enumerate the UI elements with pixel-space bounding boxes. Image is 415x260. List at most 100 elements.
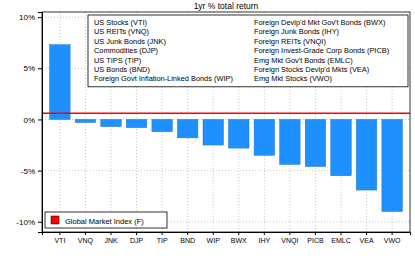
tick: VWO <box>384 232 401 244</box>
bar <box>280 119 300 164</box>
y-axis: -10% -5% 0% 5% 10% <box>16 13 42 233</box>
bar <box>356 119 376 190</box>
tick: JNK <box>104 232 118 244</box>
tick-label: EMLC <box>331 237 350 244</box>
tick-label: VTI <box>54 237 65 244</box>
tick: -5% <box>21 167 42 176</box>
bar <box>305 119 325 166</box>
plot-frame <box>42 12 410 232</box>
tick: IHY <box>258 232 270 244</box>
bar <box>382 119 402 211</box>
annotation-frame <box>88 15 408 87</box>
tick-mark <box>111 232 112 235</box>
tick: TIP <box>157 232 168 244</box>
annotation: Commodities (DJP) <box>94 46 158 55</box>
grid-line <box>42 170 410 171</box>
bar <box>229 119 249 148</box>
tick-label: JNK <box>104 237 118 244</box>
tick-label: BND <box>180 237 195 244</box>
tick-mark <box>392 232 393 235</box>
bar <box>177 119 197 137</box>
tick-mark <box>187 232 188 235</box>
plot: US Stocks (VTI)US REITs (VNQ)US Junk Bon… <box>16 12 410 245</box>
reference-line <box>42 113 410 115</box>
tick: PICB <box>307 232 324 244</box>
annotation: Foreign Junk Bonds (IHY) <box>254 27 339 36</box>
legend-label: Global Market Index (F) <box>65 217 144 226</box>
tick-mark <box>315 232 316 235</box>
tick-mark <box>366 232 367 235</box>
bar <box>50 45 70 120</box>
bar <box>331 119 351 175</box>
tick-label: VNQ <box>78 237 94 245</box>
bar <box>101 119 121 126</box>
tick: BWX <box>231 232 247 244</box>
tick-mark <box>59 232 60 235</box>
tick-mark <box>136 232 137 235</box>
tick-label: -10% <box>16 218 35 227</box>
tick-mark <box>85 232 86 235</box>
tick: BND <box>180 232 195 244</box>
title: 1yr % total return <box>194 1 259 11</box>
annotation: Foreign REITs (VNQI) <box>254 37 326 46</box>
tick-mark <box>238 232 239 235</box>
axis-line <box>43 233 411 236</box>
tick-mark <box>341 232 342 235</box>
grid <box>42 12 410 232</box>
tick-label: VNQI <box>281 237 298 245</box>
tick-label: VWO <box>384 237 401 244</box>
tick: VTI <box>54 232 65 244</box>
chart: US Stocks (VTI)US REITs (VNQ)US Junk Bon… <box>0 0 415 260</box>
tick-label: TIP <box>157 237 168 244</box>
tick: 10% <box>19 13 42 22</box>
tick-label: DJP <box>130 237 144 244</box>
tick-mark <box>38 17 42 18</box>
bar <box>75 119 95 122</box>
annotation: Foreign Stocks Devlp'd Mkts (VEA) <box>254 65 369 74</box>
bar <box>203 119 223 145</box>
legend: Global Market Index (F) <box>45 212 167 228</box>
axis-line <box>38 13 43 233</box>
grid-line <box>42 119 410 120</box>
tick-label: 0% <box>23 116 35 125</box>
tick: 5% <box>23 64 42 73</box>
tick: EMLC <box>331 232 350 244</box>
tick-label: -5% <box>21 167 35 176</box>
tick-mark <box>162 232 163 235</box>
tick: VEA <box>360 232 374 244</box>
tick-label: 5% <box>23 64 35 73</box>
annotation: Foreign Invest-Grade Corp Bonds (PICB) <box>254 46 389 55</box>
tick-label: PICB <box>307 237 324 244</box>
tick: 0% <box>23 116 42 125</box>
annotation: US REITs (VNQ) <box>94 27 149 36</box>
annotation: US Junk Bonds (JNK) <box>94 37 166 46</box>
tick-label: 10% <box>19 13 35 22</box>
tick: DJP <box>130 232 144 244</box>
tick-mark <box>264 232 265 235</box>
annotation: Foreign Govt Inflation-Linked Bonds (WIP… <box>94 74 233 83</box>
annotation: Emg Mkt Gov't Bonds (EMLC) <box>254 56 353 65</box>
annotation: Foreign Devlp'd Mkt Gov't Bonds (BWX) <box>254 18 385 27</box>
annotation-box: US Stocks (VTI)US REITs (VNQ)US Junk Bon… <box>88 15 408 87</box>
annotation: US Stocks (VTI) <box>94 18 147 27</box>
tick-mark <box>289 232 290 235</box>
x-axis: VTI VNQ JNK DJP TIP BND WIP BWX IHY VNQI PICB EMLC V… <box>43 232 411 245</box>
tick-mark <box>38 68 42 69</box>
annotation: US Bonds (BND) <box>94 65 150 74</box>
tick-label: VEA <box>360 237 374 244</box>
marks <box>42 45 410 212</box>
annotation: US TIPS (TIP) <box>94 56 141 65</box>
tick: -10% <box>16 218 42 227</box>
tick-label: WIP <box>207 237 221 244</box>
legend-frame <box>45 212 167 228</box>
tick-label: IHY <box>258 237 270 244</box>
annotation: Emg Mkt Stocks (VWO) <box>254 74 332 83</box>
tick: VNQI <box>281 232 298 245</box>
tick-label: BWX <box>231 237 247 244</box>
bar <box>126 119 146 127</box>
tick-mark <box>38 119 42 120</box>
tick-mark <box>38 222 42 223</box>
bar <box>254 119 274 155</box>
legend-swatch <box>51 216 59 224</box>
tick: VNQ <box>78 232 94 245</box>
